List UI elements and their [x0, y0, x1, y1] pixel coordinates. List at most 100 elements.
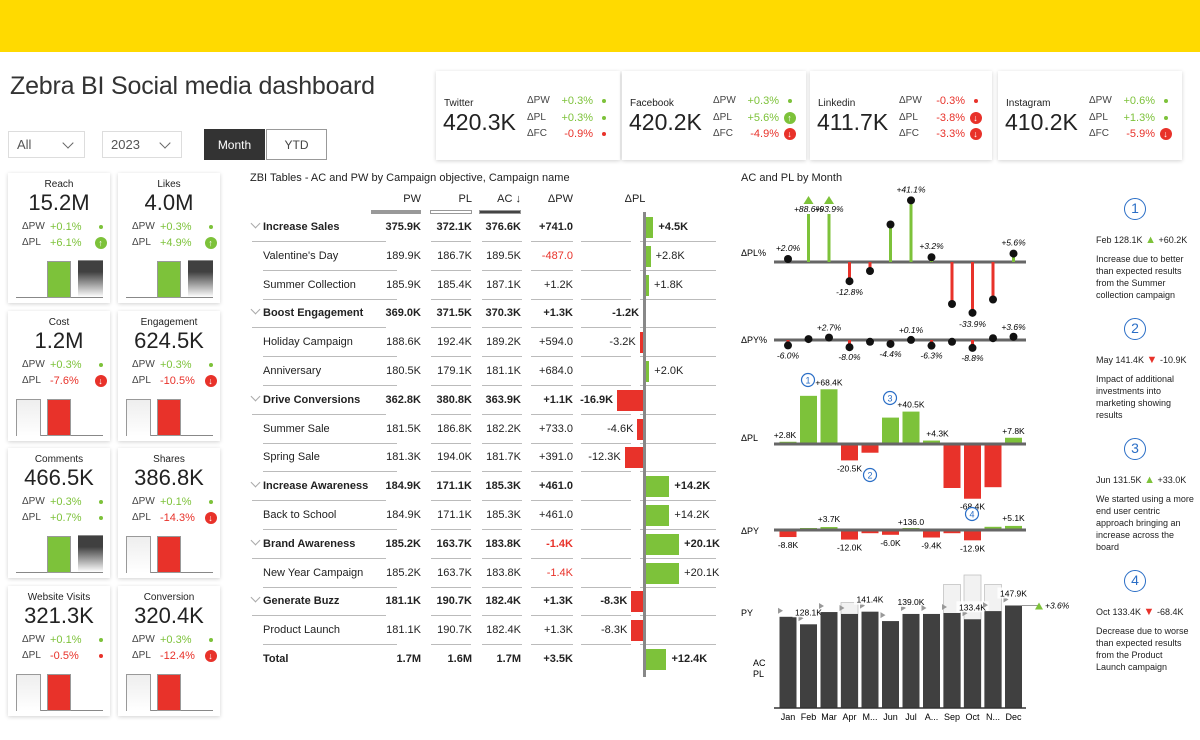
annotation-header: Jun 131.5K ▲ +33.0K	[1096, 474, 1187, 486]
delta-pl-bar	[646, 274, 649, 296]
ac-bar-Jul	[902, 613, 920, 708]
data-label: 141.4K	[857, 595, 884, 605]
delta-pl-label: +12.4K	[671, 653, 708, 665]
kpi-card-shares[interactable]: Shares 386.8K ΔPW +0.1% ΔPL -14.3% ↓	[118, 448, 220, 578]
month-toggle-button[interactable]: Month	[204, 129, 265, 160]
ac-bar-Mar	[820, 612, 838, 708]
metric-row: ΔPW +0.3%	[527, 93, 610, 110]
month-tick-label: Oct	[965, 712, 980, 722]
campaign-dropdown-value: All	[17, 137, 32, 152]
kpi-card-cost[interactable]: Cost 1.2M ΔPW +0.3% ΔPL -7.6% ↓	[8, 311, 110, 441]
year-dropdown-value: 2023	[111, 137, 140, 152]
annotation-marker[interactable]	[964, 506, 980, 522]
table-row[interactable]: Boost Engagement 369.0K 371.5K 370.3K +1.3K -…	[248, 299, 716, 329]
column-header[interactable]: ΔPL	[624, 193, 646, 205]
kpi-card-conversion[interactable]: Conversion 320.4K ΔPW +0.3% ΔPL -12.4% ↓	[118, 586, 220, 716]
metric-label: ΔPW	[22, 221, 45, 232]
delta-pl-bar	[646, 361, 650, 382]
table-row[interactable]: New Year Campaign 185.2K 163.7K 183.8K -1.4K…	[248, 559, 719, 588]
table-row[interactable]: Total 1.7M 1.6M 1.7M +3.5K +12.4K	[248, 645, 716, 674]
column-header[interactable]: PW	[403, 193, 421, 205]
platform-card-linkedin[interactable]: Linkedin 411.7K ΔPW -0.3% ΔPL -3.8% ↓ ΔFC -3.3% ↓	[810, 71, 992, 160]
pl-marker	[921, 604, 927, 611]
cell-dpw: +1.1K	[543, 393, 573, 406]
cell-pw: 189.9K	[386, 249, 421, 262]
platform-name: Facebook	[630, 98, 674, 109]
table-row[interactable]: Summer Collection 185.9K 185.4K 187.1K +1.2K…	[248, 271, 716, 300]
annotation-marker[interactable]	[800, 372, 816, 388]
bar-Sep	[943, 444, 961, 488]
kpi-card-comments[interactable]: Comments 466.5K ΔPW +0.3% ΔPL +0.7%	[8, 448, 110, 578]
status-dot-icon	[204, 359, 217, 372]
table-row[interactable]: Increase Sales 375.9K 372.1K 376.6K +741.0 +4…	[248, 213, 716, 242]
status-dot-icon	[969, 95, 982, 108]
table-row[interactable]: Product Launch 181.1K 190.7K 182.4K +1.3K -8.…	[248, 616, 716, 646]
cell-dpw: +461.0	[539, 509, 573, 521]
table-row[interactable]: Brand Awareness 185.2K 163.7K 183.8K -1.4K +2…	[248, 530, 720, 559]
metric-label: ΔPW	[527, 95, 550, 106]
arrow-up-circle-icon: ↑	[94, 237, 107, 250]
kpi-mini-chart	[126, 535, 213, 573]
platform-name: Linkedin	[818, 98, 856, 109]
platform-card-twitter[interactable]: Twitter 420.3K ΔPW +0.3% ΔPL +0.3% ΔFC -0.9%	[436, 71, 620, 160]
kpi-value: 321.3K	[24, 603, 94, 628]
column-header[interactable]: AC ↓	[497, 193, 521, 205]
table-row[interactable]: Summer Sale 181.5K 186.8K 182.2K +733.0 -4.6K	[248, 415, 716, 444]
data-label: +3.6%	[1001, 322, 1026, 332]
month-tick-label: A...	[925, 712, 939, 722]
annotation-marker[interactable]	[862, 467, 878, 483]
cell-pw: 185.2K	[386, 566, 421, 579]
metric-row: ΔPL +1.3%	[1089, 110, 1172, 127]
year-dropdown[interactable]: 2023	[102, 131, 182, 158]
cell-dpw: +741.0	[539, 221, 573, 233]
metric-label: ΔPW	[713, 95, 736, 106]
annotation-marker[interactable]	[882, 390, 898, 406]
table-row[interactable]: Spring Sale 181.3K 194.0K 181.7K +391.0 -12.3…	[248, 443, 716, 473]
kpi-card-website-visits[interactable]: Website Visits 321.3K ΔPW +0.1% ΔPL -0.5%	[8, 586, 110, 716]
kpi-mini-chart	[16, 673, 103, 711]
cell-pl: 186.8K	[437, 422, 472, 435]
table-row[interactable]: Increase Awareness 184.9K 171.1K 185.3K +461…	[248, 472, 716, 502]
cell-pl: 372.1K	[436, 221, 472, 233]
column-header[interactable]: PL	[458, 193, 472, 205]
data-label: -8.8K	[778, 540, 799, 550]
data-label: +2.0%	[776, 243, 801, 253]
row-label: PY	[741, 608, 753, 618]
metric-row: ΔFC -3.3% ↓	[899, 126, 982, 143]
metric-label: ΔPW	[1089, 95, 1112, 106]
delta-pl-label: +14.2K	[674, 480, 711, 493]
cell-ac: 370.3K	[485, 307, 521, 320]
annotation-number: 3	[1124, 438, 1146, 460]
campaign-dropdown[interactable]: All	[8, 131, 85, 158]
arrow-up-circle-icon: ↑	[783, 111, 796, 124]
arrow-down-circle-icon: ↓	[969, 128, 982, 141]
table-row[interactable]: Back to School 184.9K 171.1K 185.3K +461.0 +1…	[248, 501, 716, 530]
triangle-up-icon: ▲	[1145, 234, 1156, 246]
row-name: Spring Sale	[263, 451, 320, 464]
table-row[interactable]: Drive Conversions 362.8K 380.8K 363.9K +1.1K…	[248, 386, 716, 415]
data-label: +0.1%	[899, 325, 924, 335]
column-header[interactable]: ΔPW	[547, 193, 573, 205]
arrow-down-circle-icon: ↓	[969, 111, 982, 124]
kpi-delta-pw: +0.3%	[160, 221, 192, 233]
kpi-card-engagement[interactable]: Engagement 624.5K ΔPW +0.3% ΔPL -10.5% ↓	[118, 311, 220, 441]
delta-pl-label: +1.8K	[653, 278, 684, 291]
bar-Jul	[902, 411, 920, 444]
metric-label: ΔPL	[132, 650, 151, 661]
platform-card-instagram[interactable]: Instagram 410.2K ΔPW +0.6% ΔPL +1.3% ΔFC -5.9% ↓	[998, 71, 1182, 160]
status-dot-icon	[1159, 111, 1172, 124]
kpi-card-likes[interactable]: Likes 4.0M ΔPW +0.3% ΔPL +4.9% ↑	[118, 173, 220, 303]
platform-card-facebook[interactable]: Facebook 420.2K ΔPW +0.3% ΔPL +5.6% ↑ ΔFC -4.9% ↓	[622, 71, 806, 160]
table-row[interactable]: Generate Buzz 181.1K 190.7K 182.4K +1.3K -8.3…	[248, 587, 716, 617]
column-header-marker	[479, 210, 521, 214]
ytd-toggle-button[interactable]: YTD	[266, 129, 327, 160]
table-row[interactable]: Valentine's Day 189.9K 186.7K 189.5K -487.0 +…	[248, 242, 716, 271]
delta-pl-bar	[646, 562, 680, 584]
kpi-card-reach[interactable]: Reach 15.2M ΔPW +0.1% ΔPL +6.1% ↑	[8, 173, 110, 303]
cell-ac: 181.1K	[486, 365, 521, 377]
table-row[interactable]: Holiday Campaign 188.6K 192.4K 189.2K +594.0…	[248, 328, 716, 358]
row-name: Holiday Campaign	[263, 336, 353, 349]
table-row[interactable]: Anniversary 180.5K 179.1K 181.1K +684.0 +2.0K	[248, 357, 716, 386]
delta-pl-label: +2.0K	[654, 365, 684, 377]
